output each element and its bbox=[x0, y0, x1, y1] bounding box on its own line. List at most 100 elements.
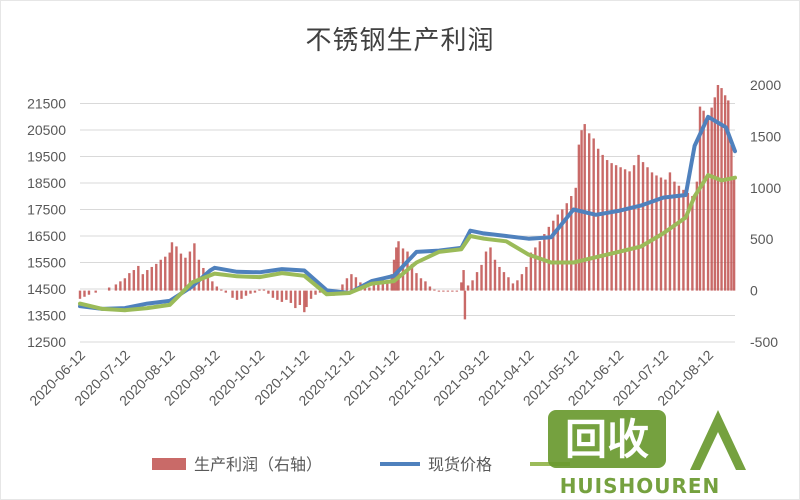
profit-bar bbox=[271, 290, 275, 298]
left-tick-label: 19500 bbox=[27, 149, 66, 165]
legend: 生产利润（右轴） 现货价格 bbox=[152, 455, 570, 474]
profit-bar bbox=[132, 270, 136, 291]
profit-bar bbox=[305, 290, 308, 308]
cost-line bbox=[78, 173, 737, 313]
profit-bar bbox=[577, 144, 581, 291]
profit-bar bbox=[419, 278, 423, 291]
profit-bar bbox=[184, 257, 187, 291]
profit-bar bbox=[706, 115, 710, 291]
profit-bar bbox=[543, 234, 546, 291]
profit-bars bbox=[78, 85, 736, 320]
profit-bar bbox=[455, 290, 459, 292]
profit-bar bbox=[193, 243, 196, 291]
profit-bar bbox=[583, 124, 586, 291]
profit-bar bbox=[686, 192, 690, 291]
profit-bar bbox=[493, 259, 497, 291]
profit-bar bbox=[484, 251, 488, 291]
profit-bar bbox=[529, 252, 533, 291]
profit-bar bbox=[294, 290, 297, 309]
gridlines bbox=[80, 103, 735, 343]
profit-bar bbox=[170, 242, 174, 291]
watermark: 回收 HUISHOUREN bbox=[548, 410, 746, 498]
profit-bar bbox=[381, 278, 385, 291]
watermark-logo-mark bbox=[690, 410, 746, 470]
left-tick-label: 18500 bbox=[27, 175, 66, 191]
profit-bar bbox=[466, 285, 470, 291]
profit-bar bbox=[276, 290, 279, 300]
profit-bar bbox=[280, 290, 284, 302]
profit-bar bbox=[695, 181, 699, 291]
profit-bar bbox=[107, 287, 111, 291]
profit-bar bbox=[128, 273, 131, 291]
profit-bar bbox=[309, 290, 313, 299]
profit-bar bbox=[525, 266, 528, 291]
profit-bar bbox=[614, 165, 618, 291]
profit-bar bbox=[244, 290, 248, 296]
profit-bar bbox=[664, 179, 667, 291]
profit-bar bbox=[289, 290, 293, 303]
profit-bar bbox=[637, 154, 640, 291]
profit-bar bbox=[249, 290, 252, 294]
profit-bar bbox=[565, 203, 568, 291]
watermark-logo-box bbox=[548, 410, 666, 468]
profit-bar bbox=[646, 167, 649, 291]
profit-bar bbox=[368, 287, 371, 291]
profit-bar bbox=[730, 144, 733, 291]
profit-bar bbox=[574, 187, 577, 291]
profit-bar bbox=[655, 175, 658, 291]
profit-bar bbox=[240, 290, 243, 299]
profit-bar bbox=[78, 290, 82, 299]
profit-bar bbox=[723, 95, 727, 291]
profit-bar bbox=[462, 270, 465, 291]
profit-bar bbox=[114, 284, 118, 291]
profit-bar bbox=[691, 196, 694, 291]
profit-bar bbox=[415, 273, 418, 291]
profit-bar bbox=[83, 290, 86, 297]
x-axis-ticks: 2020-06-122020-07-122020-08-122020-09-12… bbox=[26, 347, 716, 409]
profit-bar bbox=[480, 264, 483, 291]
left-tick-label: 17500 bbox=[27, 202, 66, 218]
left-tick-label: 12500 bbox=[27, 334, 66, 350]
right-tick-label: 500 bbox=[750, 231, 774, 247]
profit-bar bbox=[175, 246, 178, 291]
profit-bar bbox=[350, 274, 353, 291]
right-tick-label: 0 bbox=[750, 283, 758, 299]
profit-bar bbox=[502, 272, 506, 291]
profit-bar bbox=[179, 253, 183, 291]
profit-bar bbox=[424, 281, 427, 291]
profit-bar bbox=[489, 247, 492, 291]
profit-bar bbox=[220, 289, 223, 291]
profit-bar bbox=[119, 281, 122, 291]
profit-bar bbox=[727, 100, 730, 291]
profit-bar bbox=[386, 280, 389, 291]
profit-bar bbox=[610, 163, 613, 291]
profit-bar bbox=[463, 290, 467, 320]
profit-bar bbox=[673, 181, 676, 291]
profit-bar bbox=[437, 290, 441, 292]
profit-bar bbox=[460, 282, 463, 291]
profit-bar bbox=[442, 290, 445, 292]
left-axis-ticks: 12500 13500 14500 15500 16500 17500 18500 19500… bbox=[27, 96, 66, 350]
profit-bar bbox=[123, 278, 127, 291]
left-tick-label: 15500 bbox=[27, 255, 66, 271]
left-tick-label: 21500 bbox=[27, 96, 66, 112]
profit-bar bbox=[632, 165, 636, 291]
right-tick-label: 1000 bbox=[750, 180, 781, 196]
profit-bar bbox=[698, 106, 702, 291]
profit-bar bbox=[155, 263, 158, 291]
profit-bar bbox=[475, 272, 479, 291]
profit-bar bbox=[285, 290, 288, 300]
profit-bar bbox=[215, 286, 219, 291]
right-tick-label: 1500 bbox=[750, 128, 781, 144]
profit-bar bbox=[211, 281, 214, 291]
legend-label-profit: 生产利润（右轴） bbox=[194, 455, 322, 474]
profit-bar bbox=[197, 259, 201, 291]
profit-bar bbox=[516, 280, 519, 291]
profit-bar bbox=[253, 290, 257, 293]
profit-bar bbox=[498, 266, 501, 291]
profit-bar bbox=[710, 107, 713, 291]
profit-bar bbox=[318, 290, 322, 293]
left-tick-label: 20500 bbox=[27, 122, 66, 138]
profit-bar bbox=[471, 280, 474, 291]
